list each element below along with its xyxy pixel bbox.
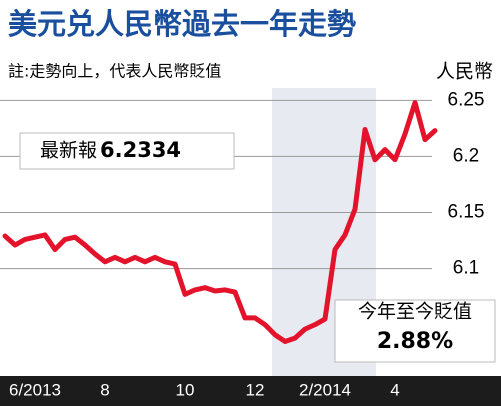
ytd-label: 今年至今貶值 [358,301,472,323]
x-tick-label: 2/2014 [299,380,351,399]
x-axis-band [0,376,501,406]
y-axis-label: 人民幣 [436,61,493,83]
latest-value: 6.2334 [100,138,181,162]
y-tick-label: 6.15 [448,202,485,223]
x-tick-label: 4 [390,380,399,399]
y-tick-label: 6.25 [448,89,485,110]
y-tick-label: 6.2 [453,145,479,166]
subtitle: 註:走勢向上，代表人民幣貶值 [8,62,221,81]
series-line [2,100,438,344]
ytd-box [334,299,496,363]
x-tick-label: 8 [100,380,109,399]
ytd-value: 2.88% [377,329,453,354]
chart-title: 美元兑人民幣過去一年走勢 [8,7,356,41]
y-tick-label: 6.1 [453,258,479,279]
plot [2,100,438,344]
latest-box [19,132,235,170]
x-tick-label: 6/2013 [9,380,61,399]
latest-label: 最新報 [40,140,97,162]
x-tick-label: 12 [246,380,265,399]
x-tick-label: 10 [176,380,195,399]
